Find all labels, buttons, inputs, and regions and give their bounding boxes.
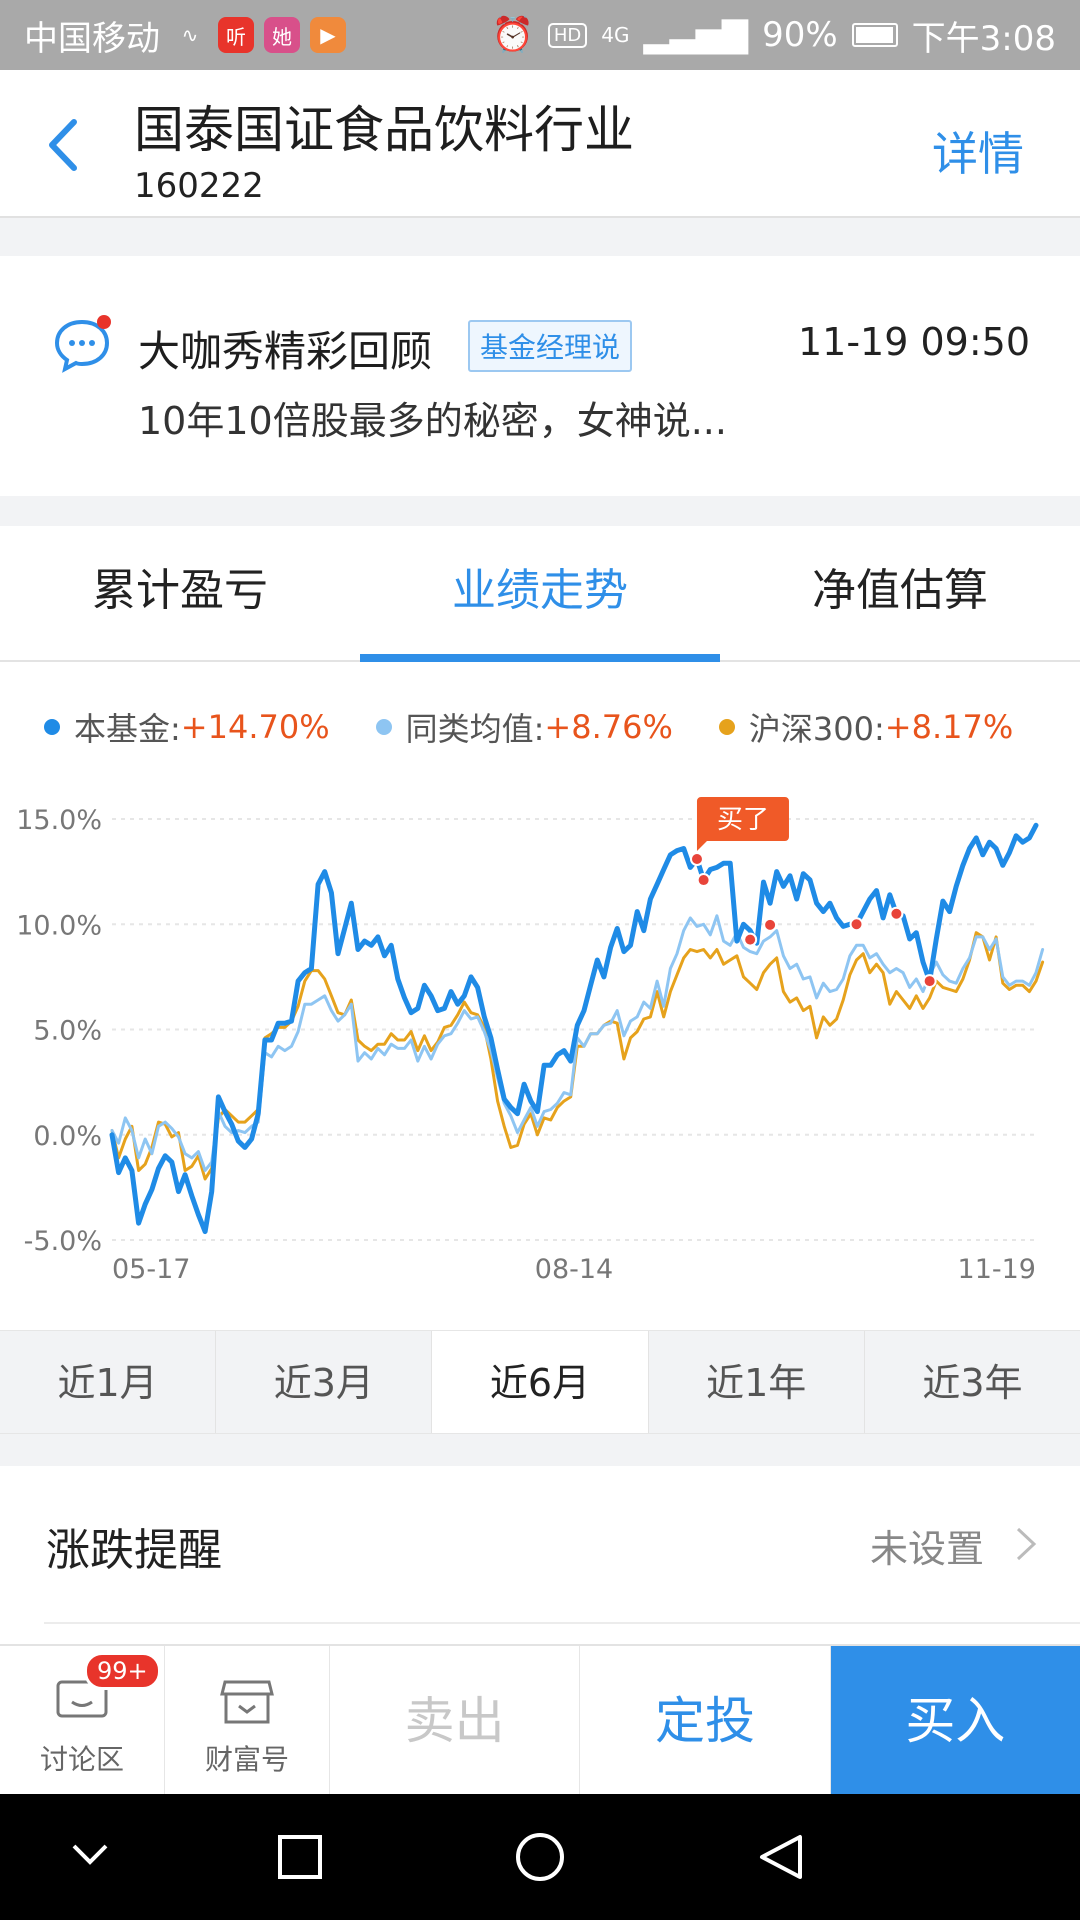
signal-icon: ▂▃▅▇ xyxy=(643,15,749,55)
wealth-button[interactable]: 财富号 xyxy=(165,1646,330,1794)
chevron-right-icon xyxy=(1016,1527,1037,1561)
auto-invest-button[interactable]: 定投 xyxy=(580,1646,831,1794)
y-tick-label: 5.0% xyxy=(33,1016,102,1047)
period-3m[interactable]: 近3月 xyxy=(216,1331,433,1433)
ting-app-icon: 听 xyxy=(218,17,254,53)
legend-peer-label: 同类均值: xyxy=(405,710,545,748)
store-icon xyxy=(220,1680,274,1724)
video-app-icon: ▶ xyxy=(310,17,346,53)
news-card[interactable]: 大咖秀精彩回顾 基金经理说 11-19 09:50 10年10倍股最多的秘密，女… xyxy=(0,256,1080,496)
series-line-本基金 xyxy=(109,822,1039,1235)
trade-marker[interactable] xyxy=(689,851,704,866)
period-6m[interactable]: 近6月 xyxy=(432,1331,649,1433)
trade-marker[interactable] xyxy=(889,906,904,921)
legend-fund-value: +14.70% xyxy=(180,708,330,746)
notification-icons: ∿ 听她 ▶ xyxy=(172,17,346,53)
fund-code: 160222 xyxy=(134,166,264,206)
chart-tabs: 累计盈亏 业绩走势 净值估算 xyxy=(0,526,1080,662)
activity-icon: ∿ xyxy=(172,17,208,53)
discussion-label: 讨论区 xyxy=(39,1743,124,1776)
period-1y[interactable]: 近1年 xyxy=(649,1331,865,1433)
performance-chart-panel: 15.0% 10.0% 5.0% 0.0% -5.0% 05-17 08-14 11-19 买了… xyxy=(0,662,1080,1330)
chat-bubble-icon xyxy=(54,315,111,373)
news-time: 11-19 09:50 xyxy=(797,320,1030,364)
x-tick-label: 11-19 xyxy=(958,1254,1036,1285)
legend-peer-average: 同类均值: +8.76% xyxy=(375,704,673,750)
bought-callout-text: 买了 xyxy=(717,805,769,835)
discussion-badge: 99+ xyxy=(84,1652,161,1690)
period-1m[interactable]: 近1月 xyxy=(0,1331,217,1433)
performance-chart[interactable]: 15.0% 10.0% 5.0% 0.0% -5.0% 05-17 08-14 11-19 买了 xyxy=(0,662,1080,1330)
network-type: 4G xyxy=(601,23,630,47)
x-tick-label: 08-14 xyxy=(535,1254,613,1285)
system-nav-bar xyxy=(0,1794,1080,1920)
y-tick-label: -5.0% xyxy=(24,1226,102,1257)
divider xyxy=(44,1622,1080,1624)
legend-peer-value: +8.76% xyxy=(544,708,673,746)
fund-title: 国泰国证食品饮料行业 xyxy=(134,101,634,159)
price-alert-row[interactable]: 涨跌提醒 未设置 xyxy=(0,1466,1080,1646)
clock: 下午3:08 xyxy=(911,18,1056,59)
back-arrow-icon[interactable] xyxy=(38,110,98,180)
trade-marker[interactable] xyxy=(922,974,937,989)
fund-header: 国泰国证食品饮料行业 160222 详情 xyxy=(0,70,1080,218)
legend-dot-icon xyxy=(44,719,60,735)
hd-icon: HD xyxy=(547,22,588,48)
news-title: 大咖秀精彩回顾 xyxy=(138,327,433,376)
tab-nav-estimate[interactable]: 净值估算 xyxy=(812,565,988,616)
detail-button[interactable]: 详情 xyxy=(932,127,1024,181)
legend-dot-icon xyxy=(718,719,735,735)
back-icon[interactable] xyxy=(760,1835,802,1879)
home-icon[interactable] xyxy=(516,1833,564,1881)
trade-marker[interactable] xyxy=(696,873,711,888)
trade-marker[interactable] xyxy=(849,917,864,932)
x-tick-label: 05-17 xyxy=(112,1254,190,1285)
sell-button[interactable]: 卖出 xyxy=(330,1646,581,1794)
legend-fund-label: 本基金: xyxy=(74,710,181,748)
carrier-name: 中国移动 xyxy=(24,18,160,59)
y-tick-label: 15.0% xyxy=(16,805,102,836)
price-alert-status: 未设置 xyxy=(869,1527,984,1571)
legend-fund: 本基金: +14.70% xyxy=(44,704,330,750)
tab-cumulative-pnl[interactable]: 累计盈亏 xyxy=(92,565,268,616)
trade-marker[interactable] xyxy=(763,917,778,932)
battery-percent: 90% xyxy=(762,15,838,55)
period-3y[interactable]: 近3年 xyxy=(922,1361,1023,1405)
chat-icon xyxy=(56,1680,108,1718)
chart-legend: 本基金: +14.70% 同类均值: +8.76% 沪深300: +8.17% xyxy=(44,704,1013,750)
battery-icon xyxy=(851,23,898,47)
bottom-action-bar: 99+ 讨论区 财富号 卖出 定投 买入 xyxy=(0,1644,1080,1794)
legend-dot-icon xyxy=(375,719,392,735)
legend-csi300-value: +8.17% xyxy=(884,708,1014,746)
news-subtitle: 10年10倍股最多的秘密，女神说... xyxy=(138,399,727,443)
news-tag: 基金经理说 xyxy=(468,320,633,372)
ta-app-icon: 她 xyxy=(264,17,300,53)
price-alert-title: 涨跌提醒 xyxy=(46,1525,222,1576)
period-selector: 近1月 近3月 近6月 近1年 近3年 xyxy=(0,1330,1080,1434)
discussion-button[interactable]: 99+ 讨论区 xyxy=(0,1646,165,1794)
collapse-icon[interactable] xyxy=(72,1844,108,1865)
bought-callout-bubble xyxy=(696,796,789,851)
y-tick-label: 10.0% xyxy=(16,910,102,941)
buy-button[interactable]: 买入 xyxy=(830,1646,1080,1794)
alarm-icon: ⏰ xyxy=(491,15,534,55)
tab-performance-trend[interactable]: 业绩走势 xyxy=(360,526,720,662)
status-bar: 中国移动 ∿ 听她 ▶ ⏰ HD 4G ▂▃▅▇ 90% 下午3:08 xyxy=(0,0,1080,70)
legend-csi300: 沪深300: +8.17% xyxy=(718,704,1014,750)
wealth-label: 财富号 xyxy=(204,1743,289,1776)
y-tick-label: 0.0% xyxy=(33,1121,102,1152)
recent-apps-icon[interactable] xyxy=(278,1835,322,1879)
trade-marker[interactable] xyxy=(743,932,758,947)
legend-csi300-label: 沪深300: xyxy=(748,710,885,748)
